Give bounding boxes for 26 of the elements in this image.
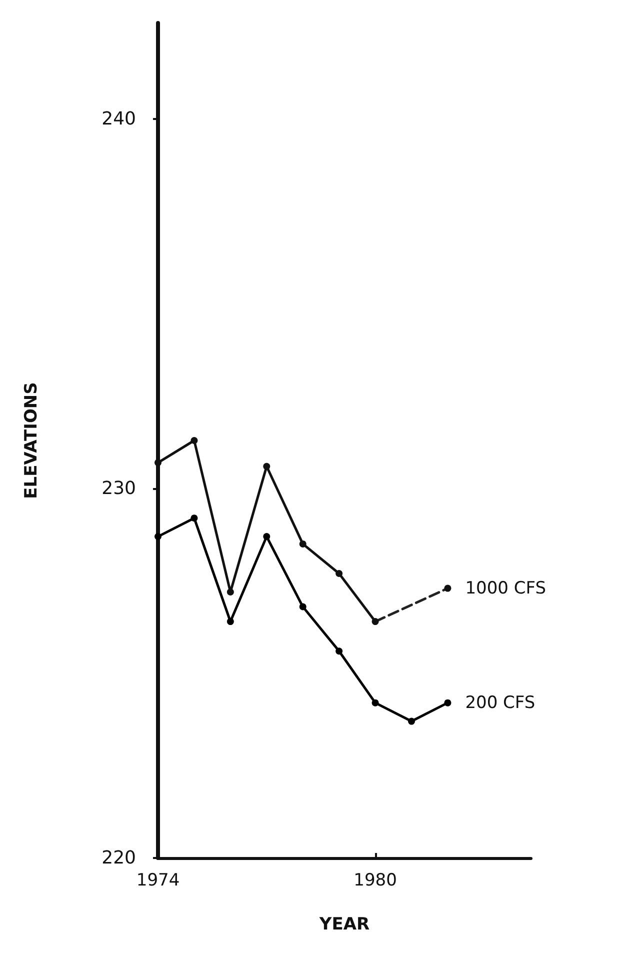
point bbox=[372, 618, 379, 626]
point bbox=[299, 603, 306, 610]
x-tick-label: 1980 bbox=[354, 870, 397, 890]
point bbox=[444, 584, 452, 592]
y-tick-label: 230 bbox=[102, 478, 136, 500]
y-axis-title: ELEVATIONS bbox=[22, 382, 42, 499]
point bbox=[336, 648, 343, 655]
y-tick-label: 220 bbox=[102, 848, 136, 868]
point bbox=[226, 618, 234, 626]
point bbox=[263, 533, 270, 540]
point bbox=[444, 699, 452, 706]
point bbox=[372, 699, 379, 706]
point bbox=[299, 540, 306, 548]
x-axis-title: YEAR bbox=[318, 914, 370, 934]
point bbox=[190, 437, 198, 444]
series-label: 200 CFS bbox=[465, 692, 536, 713]
series-label: 1000 CFS bbox=[465, 578, 546, 598]
x-tick-label: 1974 bbox=[136, 870, 180, 890]
point bbox=[154, 459, 162, 466]
point bbox=[226, 588, 234, 596]
point bbox=[336, 570, 343, 578]
point bbox=[408, 718, 415, 725]
y-tick-label: 240 bbox=[102, 108, 136, 130]
point bbox=[154, 533, 162, 540]
point bbox=[190, 514, 198, 522]
point bbox=[263, 462, 270, 470]
